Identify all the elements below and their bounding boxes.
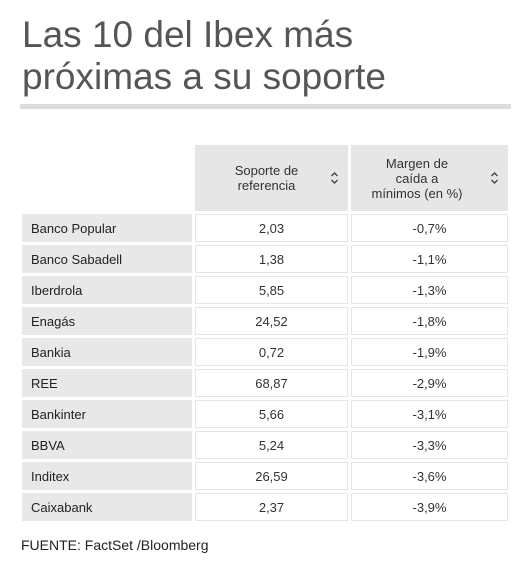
support-value-cell: 2,37 (195, 493, 348, 521)
company-name-cell: Enagás (22, 307, 192, 335)
table-header-row: Soporte de referencia Margen de caída a … (22, 145, 508, 211)
support-value-cell: 5,66 (195, 400, 348, 428)
table-row: Caixabank 2,37 -3,9% (22, 493, 508, 521)
sort-up-down-icon[interactable] (330, 171, 339, 185)
data-table-container: Soporte de referencia Margen de caída a … (22, 142, 513, 524)
company-name-cell: Bankia (22, 338, 192, 366)
company-name-cell: REE (22, 369, 192, 397)
company-name-cell: Caixabank (22, 493, 192, 521)
margin-value-cell: -3,1% (351, 400, 508, 428)
table-row: Bankia 0,72 -1,9% (22, 338, 508, 366)
margin-value-cell: -0,7% (351, 214, 508, 242)
support-value-cell: 24,52 (195, 307, 348, 335)
column-header-support[interactable]: Soporte de referencia (195, 145, 348, 211)
company-name-cell: Banco Sabadell (22, 245, 192, 273)
support-value-cell: 68,87 (195, 369, 348, 397)
margin-value-cell: -3,9% (351, 493, 508, 521)
company-name-cell: Banco Popular (22, 214, 192, 242)
margin-value-cell: -1,9% (351, 338, 508, 366)
company-name-cell: Iberdrola (22, 276, 192, 304)
margin-value-cell: -3,6% (351, 462, 508, 490)
column-header-margin[interactable]: Margen de caída a mínimos (en %) (351, 145, 508, 211)
table-row: Enagás 24,52 -1,8% (22, 307, 508, 335)
table-row: BBVA 5,24 -3,3% (22, 431, 508, 459)
support-value-cell: 5,85 (195, 276, 348, 304)
company-name-cell: Bankinter (22, 400, 192, 428)
support-value-cell: 0,72 (195, 338, 348, 366)
table-row: Bankinter 5,66 -3,1% (22, 400, 508, 428)
data-table: Soporte de referencia Margen de caída a … (19, 142, 511, 524)
margin-value-cell: -1,3% (351, 276, 508, 304)
title-divider (20, 104, 511, 109)
support-value-cell: 1,38 (195, 245, 348, 273)
company-name-cell: BBVA (22, 431, 192, 459)
margin-value-cell: -3,3% (351, 431, 508, 459)
table-row: Banco Sabadell 1,38 -1,1% (22, 245, 508, 273)
table-row: Iberdrola 5,85 -1,3% (22, 276, 508, 304)
table-row: Banco Popular 2,03 -0,7% (22, 214, 508, 242)
sort-up-down-icon[interactable] (490, 171, 499, 185)
source-note: FUENTE: FactSet /Bloomberg (21, 537, 209, 553)
margin-value-cell: -1,8% (351, 307, 508, 335)
column-header-label: Margen de caída a mínimos (en %) (371, 155, 463, 201)
support-value-cell: 5,24 (195, 431, 348, 459)
margin-value-cell: -1,1% (351, 245, 508, 273)
support-value-cell: 2,03 (195, 214, 348, 242)
table-row: Inditex 26,59 -3,6% (22, 462, 508, 490)
page-title: Las 10 del Ibex más próximas a su soport… (22, 14, 387, 97)
table-row: REE 68,87 -2,9% (22, 369, 508, 397)
support-value-cell: 26,59 (195, 462, 348, 490)
table-corner (22, 145, 192, 211)
company-name-cell: Inditex (22, 462, 192, 490)
margin-value-cell: -2,9% (351, 369, 508, 397)
column-header-label: Soporte de referencia (234, 163, 299, 193)
